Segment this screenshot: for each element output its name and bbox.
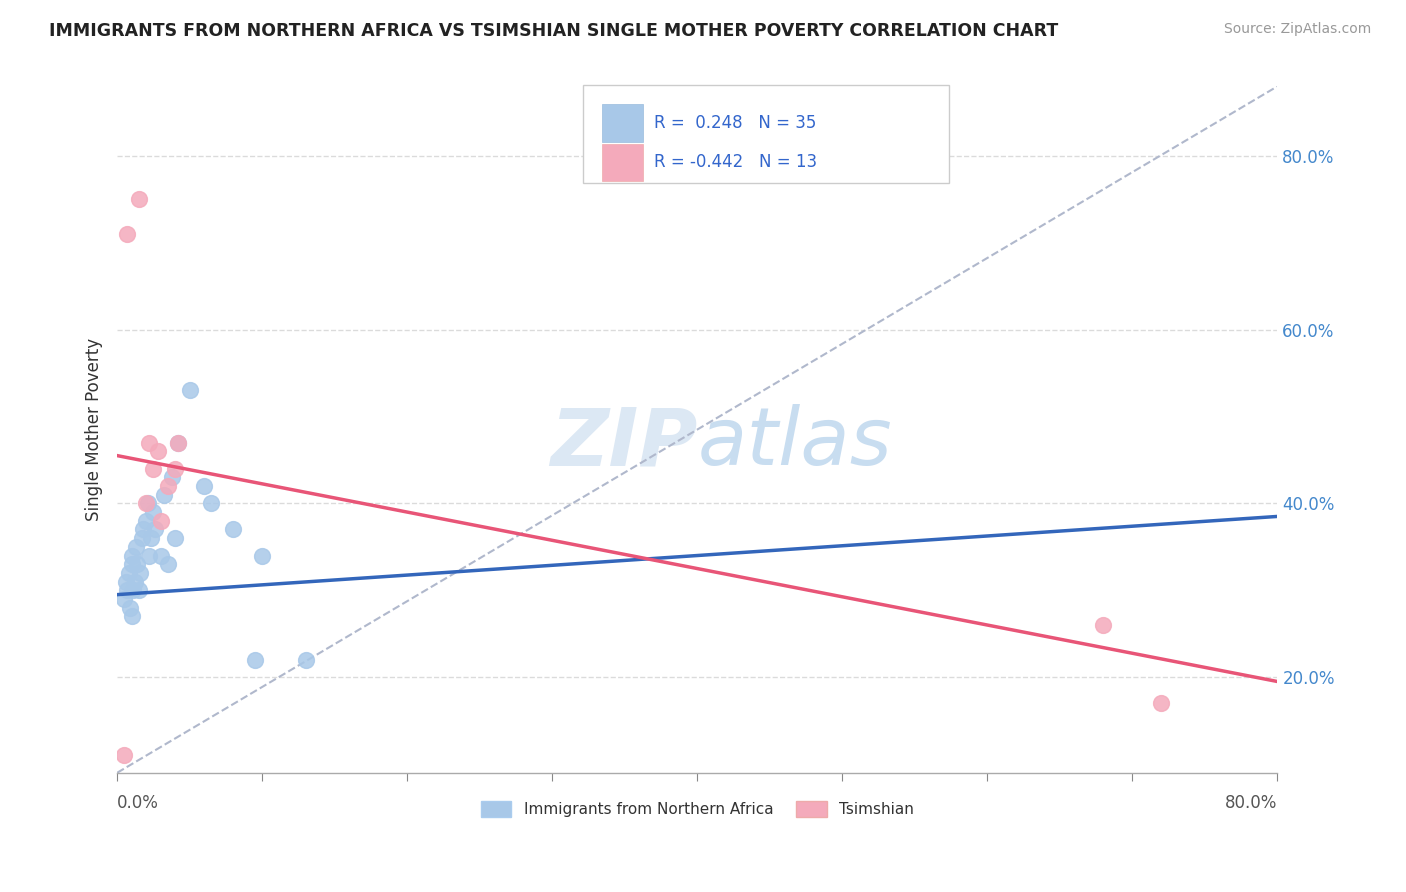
Text: ZIP: ZIP: [550, 404, 697, 483]
Point: [128, 192, 150, 206]
Point: [143, 523, 166, 537]
Text: IMMIGRANTS FROM NORTHERN AFRICA VS TSIMSHIAN SINGLE MOTHER POVERTY CORRELATION C: IMMIGRANTS FROM NORTHERN AFRICA VS TSIMS…: [49, 22, 1059, 40]
Point: [179, 384, 201, 398]
Point: [139, 531, 162, 545]
Text: 0.0%: 0.0%: [117, 795, 159, 813]
Point: [294, 653, 316, 667]
Y-axis label: Single Mother Poverty: Single Mother Poverty: [86, 338, 103, 521]
Point: [142, 505, 165, 519]
Point: [162, 470, 184, 484]
Point: [243, 653, 266, 667]
Point: [132, 523, 155, 537]
Point: [167, 435, 190, 450]
Point: [1150, 696, 1173, 710]
Point: [121, 609, 143, 624]
Point: [114, 591, 136, 606]
Point: [117, 583, 139, 598]
Point: [146, 444, 169, 458]
Point: [165, 531, 187, 545]
Text: Source: ZipAtlas.com: Source: ZipAtlas.com: [1223, 22, 1371, 37]
Point: [136, 496, 159, 510]
Point: [120, 600, 142, 615]
Point: [115, 574, 138, 589]
Point: [167, 435, 190, 450]
Point: [138, 435, 160, 450]
Point: [142, 461, 165, 475]
Point: [138, 549, 160, 563]
Point: [114, 748, 136, 763]
Point: [122, 583, 145, 598]
Point: [124, 574, 146, 589]
Point: [149, 514, 172, 528]
Point: [127, 558, 149, 572]
Point: [129, 566, 152, 580]
Point: [193, 479, 215, 493]
Point: [250, 549, 273, 563]
Legend: Immigrants from Northern Africa, Tsimshian: Immigrants from Northern Africa, Tsimshi…: [475, 796, 920, 823]
Point: [135, 496, 157, 510]
Point: [125, 540, 148, 554]
Point: [156, 479, 179, 493]
Point: [131, 531, 153, 545]
Text: atlas: atlas: [697, 404, 891, 483]
Point: [156, 558, 179, 572]
Text: R =  0.248   N = 35: R = 0.248 N = 35: [654, 114, 815, 132]
Point: [121, 549, 143, 563]
Point: [118, 566, 141, 580]
Text: R = -0.442   N = 13: R = -0.442 N = 13: [654, 153, 817, 171]
Text: 80.0%: 80.0%: [1225, 795, 1278, 813]
Point: [117, 227, 139, 241]
Point: [152, 488, 174, 502]
Point: [149, 549, 172, 563]
Point: [200, 496, 222, 510]
Point: [128, 583, 150, 598]
Point: [165, 461, 187, 475]
Point: [1092, 618, 1115, 632]
Point: [222, 523, 245, 537]
Point: [135, 514, 157, 528]
Point: [121, 558, 143, 572]
